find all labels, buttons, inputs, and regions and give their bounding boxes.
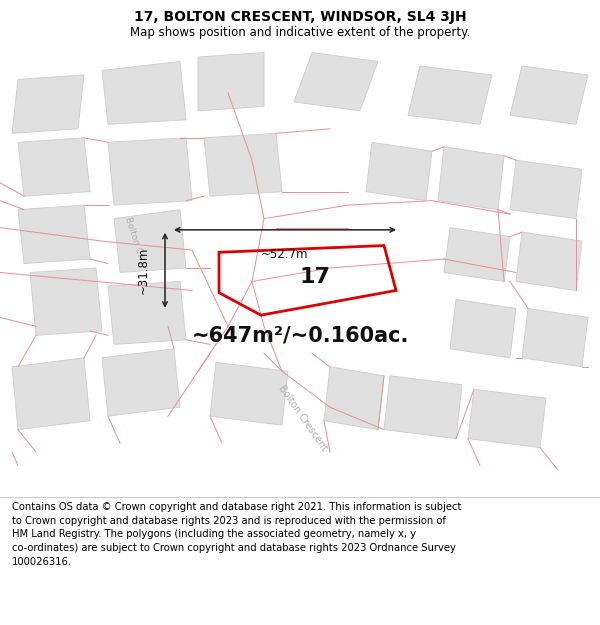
Polygon shape [30,268,102,336]
Polygon shape [204,133,282,196]
Polygon shape [102,349,180,416]
Polygon shape [210,362,288,425]
Polygon shape [108,281,186,344]
Polygon shape [522,308,588,367]
Polygon shape [510,66,588,124]
Polygon shape [108,138,192,205]
Text: 17, BOLTON CRESCENT, WINDSOR, SL4 3JH: 17, BOLTON CRESCENT, WINDSOR, SL4 3JH [134,9,466,24]
Text: Map shows position and indicative extent of the property.: Map shows position and indicative extent… [130,26,470,39]
Text: Contains OS data © Crown copyright and database right 2021. This information is : Contains OS data © Crown copyright and d… [12,502,461,566]
Polygon shape [114,209,186,272]
Polygon shape [366,142,432,201]
Polygon shape [18,205,90,264]
Polygon shape [102,61,186,124]
Text: Bolton Cr...: Bolton Cr... [123,216,147,266]
Polygon shape [294,52,378,111]
Polygon shape [18,138,90,196]
Text: ~52.7m: ~52.7m [261,248,309,261]
Polygon shape [450,299,516,358]
Polygon shape [510,160,582,219]
Text: Bolton Crescent: Bolton Crescent [277,384,329,453]
Polygon shape [12,357,90,429]
Polygon shape [324,367,384,429]
Polygon shape [516,232,582,291]
Text: ~31.8m: ~31.8m [137,247,150,294]
Text: ~647m²/~0.160ac.: ~647m²/~0.160ac. [191,326,409,346]
Polygon shape [468,389,546,448]
Polygon shape [438,147,504,209]
Polygon shape [198,52,264,111]
Polygon shape [12,75,84,133]
Polygon shape [408,66,492,124]
Polygon shape [384,376,462,439]
Polygon shape [444,228,510,281]
Text: 17: 17 [299,267,331,287]
